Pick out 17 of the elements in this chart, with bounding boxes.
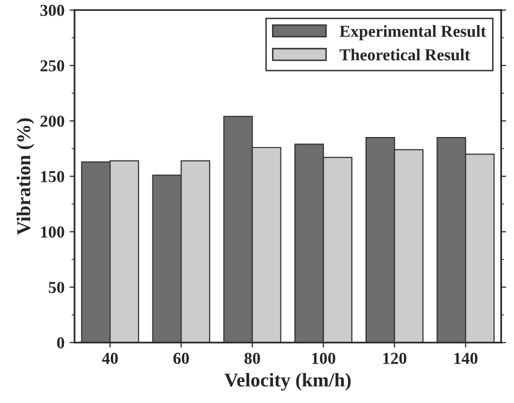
y-tick-label: 50 (48, 282, 64, 294)
y-tick-label: 100 (41, 226, 64, 238)
x-axis-title: Velocity (km/h) (224, 372, 351, 391)
x-tick-label: 40 (102, 352, 118, 364)
y-tick-label: 200 (40, 116, 64, 127)
legend-label: Experimental Result (340, 25, 486, 40)
x-tick-label: 140 (454, 352, 478, 364)
legend-label: Theoretical Result (340, 48, 470, 60)
y-tick-label: 0 (57, 337, 64, 348)
x-tick-label: 100 (312, 352, 336, 364)
y-tick-label: 300 (40, 4, 64, 16)
x-tick-label: 60 (173, 352, 189, 364)
y-tick-label: 250 (40, 60, 64, 72)
x-tick-label: 80 (244, 352, 260, 364)
y-axis-title: Vibration (%) (16, 118, 34, 235)
y-tick-label: 150 (41, 171, 64, 182)
x-tick-label: 120 (383, 352, 406, 364)
